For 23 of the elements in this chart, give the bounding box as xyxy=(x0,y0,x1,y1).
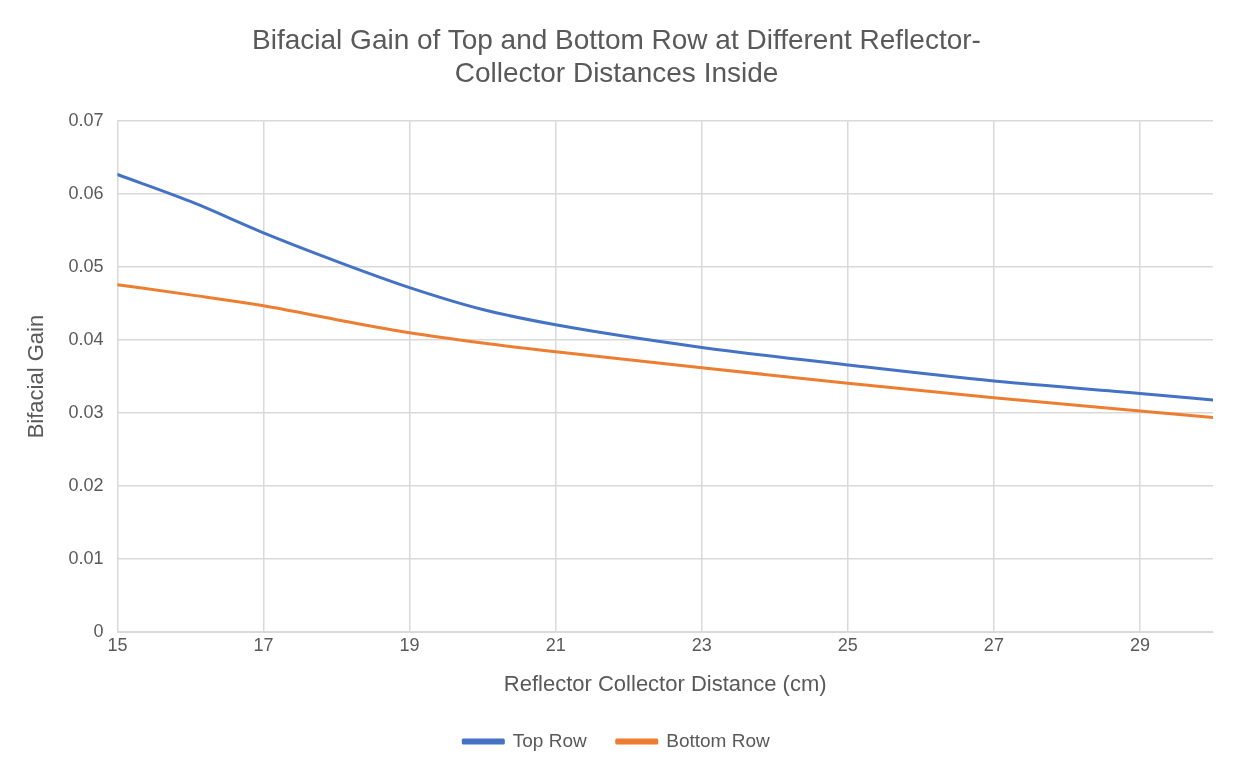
x-tick-label: 23 xyxy=(691,634,712,655)
y-tick-label: 0.02 xyxy=(68,475,104,496)
x-tick-label: 17 xyxy=(253,634,274,655)
x-tick-label: 15 xyxy=(107,634,128,655)
y-axis-title: Bifacial Gain xyxy=(23,314,49,439)
y-tick-label: 0.03 xyxy=(68,402,104,423)
x-tick-label: 27 xyxy=(983,634,1004,655)
x-tick-label: 25 xyxy=(837,634,858,655)
legend-label: Bottom Row xyxy=(666,729,770,751)
y-tick-label: 0.04 xyxy=(68,329,104,350)
y-tick-label: 0.01 xyxy=(68,548,104,568)
line-series xyxy=(117,172,1213,402)
legend-label: Top Row xyxy=(512,729,587,751)
line-series xyxy=(117,283,1213,419)
x-tick-label: 19 xyxy=(399,634,420,655)
x-tick-label: 29 xyxy=(1129,634,1150,655)
y-tick-label: 0.05 xyxy=(68,256,104,277)
y-tick-label: 0 xyxy=(93,620,104,641)
x-tick-label: 21 xyxy=(545,634,566,655)
chart-title: Bifacial Gain of Top and Bottom Row at Different Reflector-Collector Distances Inside xyxy=(252,23,981,89)
x-axis-title: Reflector Collector Distance (cm) xyxy=(503,670,827,696)
y-tick-label: 0.07 xyxy=(68,110,104,131)
y-tick-label: 0.06 xyxy=(68,183,104,204)
